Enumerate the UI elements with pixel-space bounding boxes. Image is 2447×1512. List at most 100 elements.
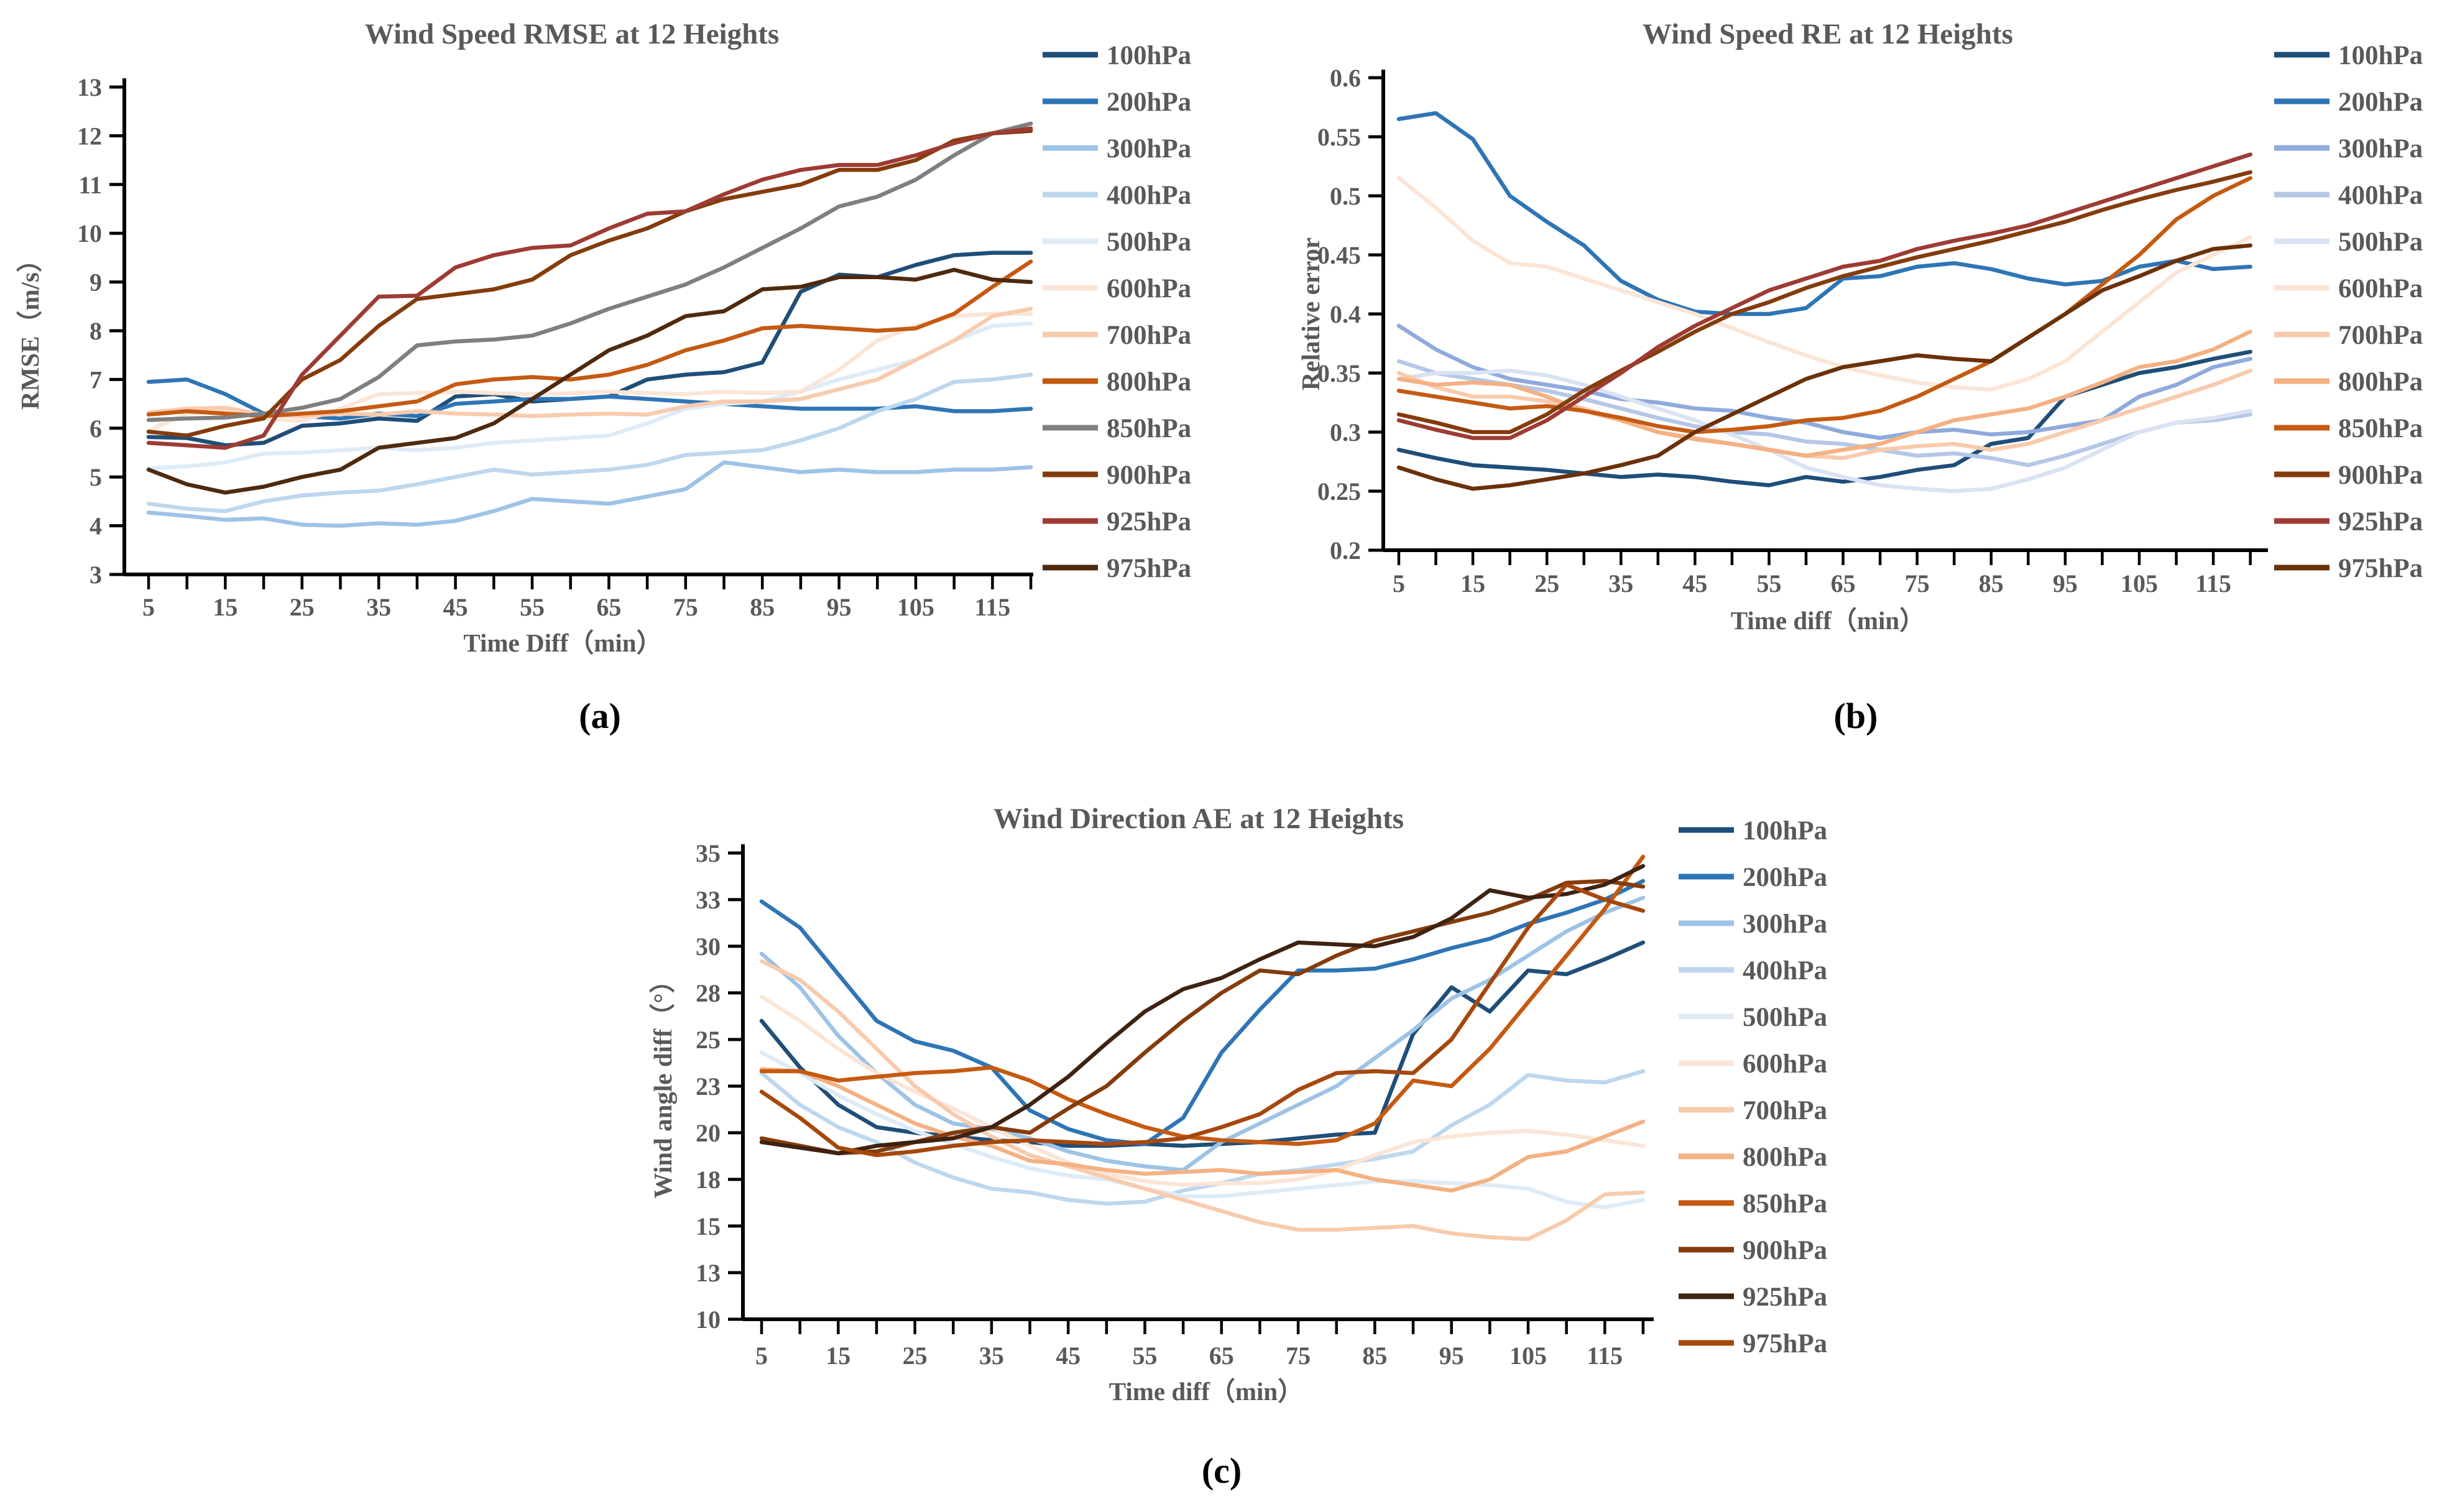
legend-item-975hPa: 975hPa: [1043, 554, 1191, 583]
y-tick-label: 5: [90, 463, 102, 491]
series-925hPa: [759, 864, 1646, 1156]
y-tick-label: 0.6: [1330, 64, 1361, 92]
y-tick-label: 8: [90, 317, 102, 345]
legend-label: 800hPa: [1743, 1143, 1827, 1172]
x-tick-label: 65: [596, 593, 621, 621]
legend-item-400hPa: 400hPa: [2274, 181, 2423, 210]
y-tick-label: 0.5: [1330, 182, 1361, 210]
x-tick-label: 45: [443, 593, 468, 621]
x-tick-label: 75: [1286, 1342, 1311, 1370]
legend-item-925hPa: 925hPa: [1043, 507, 1191, 537]
y-tick-label: 9: [90, 269, 102, 297]
y-axis-label: Relative error: [1296, 237, 1325, 390]
series-100hPa: [759, 940, 1646, 1148]
legend-item-900hPa: 900hPa: [2274, 461, 2423, 490]
series-group: [146, 121, 1033, 528]
legend-label: 600hPa: [2338, 274, 2423, 303]
caption-c: (c): [1201, 1450, 1242, 1491]
chart-title: Wind Speed RMSE at 12 Heights: [365, 18, 779, 50]
y-tick-label: 7: [90, 366, 102, 394]
x-tick-label: 95: [2053, 569, 2078, 597]
legend-item-925hPa: 925hPa: [1679, 1283, 1827, 1312]
legend-item-700hPa: 700hPa: [1679, 1096, 1827, 1125]
y-tick-label: 23: [696, 1072, 721, 1100]
x-tick-label: 5: [1393, 569, 1405, 597]
chart-b: Wind Speed RE at 12 Heights Time diff（min…: [1296, 18, 2423, 635]
x-tick-label: 15: [1460, 569, 1485, 597]
x-tick-label: 55: [1757, 569, 1782, 597]
y-axis-label: RMSE（m/s）: [16, 247, 44, 410]
x-tick-label: 25: [903, 1342, 928, 1370]
legend-label: 925hPa: [1743, 1283, 1827, 1312]
legend-label: 100hPa: [1743, 816, 1827, 846]
x-tick-label: 115: [2195, 569, 2231, 597]
x-tick-label: 105: [1509, 1342, 1547, 1370]
legend-item-800hPa: 800hPa: [1679, 1143, 1827, 1172]
legend-label: 800hPa: [1107, 367, 1191, 397]
legend-item-300hPa: 300hPa: [1043, 134, 1191, 164]
x-tick-label: 105: [897, 593, 934, 621]
legend-item-400hPa: 400hPa: [1043, 181, 1191, 210]
legend-label: 850hPa: [1743, 1189, 1827, 1219]
legend-label: 975hPa: [1107, 554, 1191, 583]
x-tick-label: 85: [750, 593, 775, 621]
y-tick-label: 25: [696, 1026, 721, 1054]
legend-label: 600hPa: [1743, 1049, 1827, 1079]
y-tick-label: 0.55: [1317, 123, 1361, 151]
legend-item-800hPa: 800hPa: [1043, 367, 1191, 397]
legend-item-900hPa: 900hPa: [1043, 461, 1191, 490]
y-ticks: 35 33 30 28 25 23 20 18 15 13 10: [696, 839, 743, 1334]
series-400hPa: [759, 1069, 1646, 1206]
legend-item-600hPa: 600hPa: [1679, 1049, 1827, 1079]
legend-item-300hPa: 300hPa: [2274, 134, 2423, 164]
x-tick-label: 75: [1905, 569, 1930, 597]
legend-item-300hPa: 300hPa: [1679, 910, 1827, 939]
chart-c: Wind Direction AE at 12 Heights Time diff…: [648, 803, 1827, 1406]
legend-item-100hPa: 100hPa: [1043, 41, 1191, 70]
series-100hPa: [1396, 349, 2252, 487]
legend-label: 800hPa: [2338, 367, 2423, 397]
x-tick-label: 65: [1831, 569, 1856, 597]
x-tick-label: 5: [142, 593, 155, 621]
x-tick-label: 55: [1133, 1342, 1158, 1370]
series-300hPa: [1396, 323, 2252, 440]
y-tick-label: 15: [696, 1212, 721, 1240]
x-axis-label: Time Diff（min）: [463, 629, 661, 657]
legend-item-700hPa: 700hPa: [2274, 321, 2423, 350]
series-925hPa: [146, 126, 1033, 450]
series-600hPa: [759, 994, 1646, 1187]
x-tick-label: 45: [1682, 569, 1707, 597]
x-tick-label: 25: [290, 593, 315, 621]
legend: 100hPa 200hPa 300hPa 400hPa 500hPa 600hPa 700h…: [2274, 41, 2423, 583]
legend-label: 100hPa: [1107, 41, 1191, 70]
x-ticks: 5 15 25 35 45 55 65 75 85 95 105 115: [1393, 550, 2252, 597]
legend-item-500hPa: 500hPa: [1043, 228, 1191, 257]
y-tick-label: 10: [77, 219, 102, 247]
legend-label: 700hPa: [1743, 1096, 1827, 1125]
series-850hPa: [1396, 176, 2252, 435]
series-975hPa: [759, 882, 1646, 1158]
y-tick-label: 0.45: [1317, 241, 1361, 269]
x-ticks: 5 15 25 35 45 55 65 75 85 95 105 115: [755, 1319, 1645, 1370]
legend-label: 100hPa: [2338, 41, 2423, 70]
series-900hPa: [1396, 170, 2252, 435]
legend-label: 200hPa: [2338, 88, 2423, 117]
legend-label: 200hPa: [1107, 88, 1191, 117]
legend-item-600hPa: 600hPa: [1043, 274, 1191, 303]
y-tick-label: 30: [696, 933, 721, 961]
series-group: [759, 854, 1646, 1242]
caption-b: (b): [1833, 696, 1878, 736]
x-tick-label: 15: [826, 1342, 850, 1370]
x-tick-label: 115: [975, 593, 1011, 621]
legend-item-700hPa: 700hPa: [1043, 321, 1191, 350]
y-tick-label: 10: [696, 1306, 721, 1334]
series-300hPa: [146, 460, 1033, 528]
series-600hPa: [146, 311, 1033, 433]
legend-item-600hPa: 600hPa: [2274, 274, 2423, 303]
legend-label: 200hPa: [1743, 863, 1827, 892]
y-tick-label: 6: [90, 415, 102, 443]
series-600hPa: [1396, 176, 2252, 392]
series-400hPa: [1396, 359, 2252, 468]
legend-label: 500hPa: [2338, 228, 2423, 257]
x-axis-label: Time diff（min）: [1109, 1377, 1303, 1406]
